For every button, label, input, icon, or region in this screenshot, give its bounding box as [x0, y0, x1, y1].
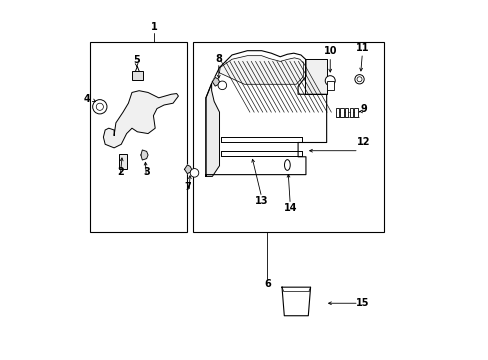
Polygon shape	[103, 91, 178, 148]
Text: 4: 4	[84, 94, 90, 104]
Bar	[326, 81, 333, 90]
Polygon shape	[219, 56, 303, 84]
Text: 6: 6	[264, 279, 270, 289]
Bar	[353, 108, 357, 117]
Circle shape	[93, 100, 107, 114]
Text: 12: 12	[357, 138, 370, 148]
Text: 14: 14	[283, 203, 296, 213]
Bar	[192, 42, 383, 232]
Polygon shape	[141, 150, 148, 160]
Bar	[132, 71, 142, 80]
Text: 5: 5	[133, 55, 140, 64]
Bar	[335, 108, 339, 117]
Circle shape	[356, 77, 361, 82]
Polygon shape	[212, 77, 219, 86]
Text: 9: 9	[360, 104, 367, 114]
Text: 2: 2	[117, 167, 123, 177]
Circle shape	[190, 168, 198, 177]
Text: 7: 7	[184, 182, 191, 192]
Bar	[349, 108, 352, 117]
Text: 3: 3	[142, 167, 149, 177]
Polygon shape	[205, 84, 219, 176]
Polygon shape	[282, 287, 310, 316]
Text: 11: 11	[355, 43, 368, 53]
Bar	[344, 108, 348, 117]
Polygon shape	[184, 165, 191, 174]
Circle shape	[96, 103, 103, 111]
Circle shape	[354, 75, 364, 84]
Text: 10: 10	[323, 46, 336, 57]
Text: 8: 8	[215, 54, 222, 64]
Bar	[90, 42, 186, 232]
Polygon shape	[205, 51, 326, 176]
Text: 1: 1	[151, 22, 158, 32]
Polygon shape	[305, 59, 326, 94]
Text: 13: 13	[254, 196, 268, 206]
Bar	[340, 108, 343, 117]
Circle shape	[325, 76, 335, 86]
Bar	[119, 154, 126, 168]
Text: 15: 15	[356, 298, 369, 308]
Ellipse shape	[284, 159, 290, 170]
Circle shape	[218, 81, 226, 90]
